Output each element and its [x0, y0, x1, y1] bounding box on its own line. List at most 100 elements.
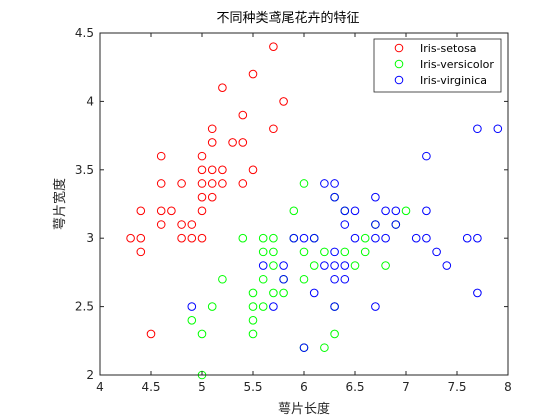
data-point	[320, 343, 329, 352]
data-point	[360, 247, 370, 257]
data-point	[207, 302, 217, 311]
x-tick-label: 6.5	[345, 380, 364, 394]
data-point	[146, 329, 156, 339]
data-point	[279, 97, 288, 106]
data-point	[228, 138, 237, 147]
x-tick-label: 8	[504, 380, 512, 394]
data-point	[207, 165, 217, 175]
data-point	[269, 124, 278, 134]
data-point	[136, 206, 146, 216]
data-point	[207, 124, 217, 134]
data-point	[371, 302, 380, 311]
data-point	[177, 179, 186, 188]
data-point	[207, 192, 217, 202]
data-point	[187, 315, 197, 325]
legend-label: Iris-setosa	[420, 42, 477, 55]
data-point	[197, 151, 207, 161]
data-point	[207, 138, 217, 147]
data-point	[422, 151, 431, 161]
data-point	[207, 179, 217, 188]
data-point	[289, 206, 299, 216]
data-point	[340, 261, 350, 270]
data-point	[197, 233, 207, 243]
data-point	[197, 192, 207, 202]
data-point	[269, 42, 278, 51]
data-point	[299, 247, 309, 257]
data-point	[218, 274, 227, 284]
data-point	[371, 192, 380, 202]
data-point	[350, 233, 360, 243]
data-point	[177, 233, 186, 243]
data-point	[411, 233, 421, 243]
data-point	[350, 206, 360, 216]
data-point	[258, 261, 268, 270]
data-point	[248, 69, 258, 79]
data-point	[473, 288, 482, 298]
data-point	[309, 288, 319, 298]
data-point	[330, 192, 339, 202]
x-tick-label: 4	[96, 380, 104, 394]
data-point	[462, 233, 472, 243]
data-point	[391, 206, 401, 216]
data-point	[299, 274, 309, 284]
data-point	[391, 220, 401, 229]
data-point	[238, 138, 248, 147]
data-point	[473, 233, 482, 243]
data-point	[269, 302, 278, 311]
data-point	[177, 220, 186, 229]
data-point	[340, 220, 350, 229]
y-tick-label: 2	[86, 368, 94, 382]
data-point	[258, 302, 268, 311]
data-point	[432, 247, 441, 257]
data-point	[320, 179, 329, 188]
data-point	[197, 329, 207, 339]
data-point	[340, 274, 350, 284]
y-tick-label: 3	[86, 231, 94, 245]
data-point	[422, 233, 431, 243]
data-point	[330, 179, 339, 188]
data-point	[218, 165, 227, 175]
x-tick-label: 7.5	[447, 380, 466, 394]
x-tick-label: 6	[300, 380, 308, 394]
data-point	[248, 302, 258, 311]
data-point	[330, 329, 339, 339]
x-tick-label: 4.5	[141, 380, 160, 394]
data-point	[269, 233, 278, 243]
data-point	[187, 220, 197, 229]
data-point	[156, 206, 166, 216]
data-point	[350, 261, 360, 270]
legend: Iris-setosa Iris-versicolor Iris-virginica	[373, 38, 502, 93]
x-axis-label: 萼片长度	[278, 401, 330, 417]
data-point	[269, 261, 278, 270]
data-point	[279, 261, 288, 270]
data-point	[258, 233, 268, 243]
data-point	[340, 247, 350, 257]
data-point	[381, 206, 390, 216]
data-point	[248, 288, 258, 298]
data-point	[218, 83, 227, 93]
y-tick-label: 4.5	[75, 26, 94, 40]
data-point	[279, 274, 288, 284]
legend-item: Iris-virginica	[394, 74, 487, 87]
data-point	[381, 233, 390, 243]
data-point	[258, 274, 268, 284]
y-axis-label: 萼片宽度	[52, 178, 68, 230]
legend-marker	[394, 59, 404, 69]
data-point	[299, 179, 309, 188]
legend-item: Iris-setosa	[394, 42, 477, 55]
data-point	[493, 124, 503, 134]
data-point	[197, 206, 207, 216]
data-point	[360, 233, 370, 243]
x-tick-label: 5	[198, 380, 206, 394]
data-point	[187, 302, 197, 311]
x-tick-label: 7	[402, 380, 410, 394]
data-point	[371, 233, 380, 243]
y-axis-ticks: 2 2.5 3 3.5 4 4.5	[75, 26, 508, 382]
data-point	[156, 179, 166, 188]
data-point	[218, 179, 227, 188]
x-axis-ticks: 4 4.5 5 5.5 6 6.5 7 7.5 8	[96, 33, 512, 394]
series-iris-virginica	[187, 124, 503, 352]
data-point	[136, 247, 146, 257]
series-iris-setosa	[126, 42, 288, 339]
